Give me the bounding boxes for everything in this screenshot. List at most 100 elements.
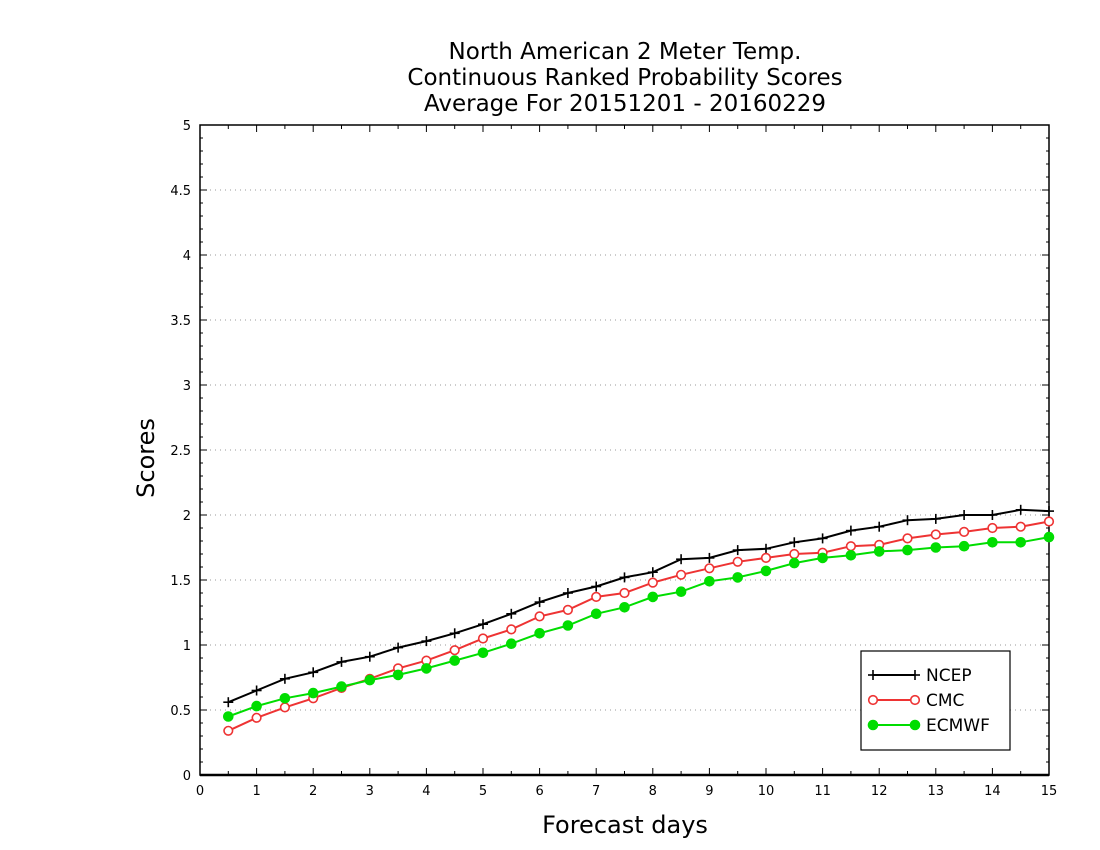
- x-tick-label: 12: [871, 784, 888, 799]
- y-tick-label: 3: [183, 379, 191, 394]
- legend-marker: [867, 719, 879, 731]
- data-point-ncep: [393, 642, 404, 653]
- data-point-ncep: [817, 533, 828, 544]
- data-point-ncep: [959, 510, 970, 520]
- legend-item-ecmwf: ECMWF: [867, 716, 990, 736]
- data-point-ecmwf: [619, 602, 630, 613]
- data-point-ncep: [1015, 504, 1026, 515]
- data-point-ncep: [619, 572, 630, 583]
- chart-title-line: North American 2 Meter Temp.: [449, 39, 802, 65]
- data-point-cmc: [704, 563, 715, 574]
- data-point-ncep: [874, 521, 885, 532]
- x-tick-label: 15: [1041, 784, 1058, 799]
- data-point-cmc: [675, 569, 687, 580]
- data-point-ncep: [364, 651, 375, 662]
- x-tick-label: 2: [309, 784, 317, 799]
- data-point-ecmwf: [732, 572, 744, 583]
- x-tick-label: 8: [649, 784, 657, 799]
- series-ecmwf: [223, 531, 1055, 722]
- x-axis-label: Forecast days: [542, 811, 708, 839]
- legend-label: ECMWF: [926, 716, 990, 736]
- data-point-ncep: [591, 581, 602, 592]
- data-point-cmc: [930, 529, 941, 540]
- series: [223, 504, 1055, 736]
- y-tick-label: 2.5: [170, 444, 191, 459]
- data-point-cmc: [1015, 521, 1026, 532]
- legend-marker: [868, 670, 878, 680]
- x-tick-label: 11: [814, 784, 831, 799]
- y-tick-label: 3.5: [170, 314, 191, 329]
- data-point-cmc: [534, 611, 545, 622]
- data-point-ncep: [562, 588, 573, 598]
- data-point-ecmwf: [279, 693, 291, 704]
- data-point-ncep: [647, 567, 658, 578]
- y-tick-label: 4: [183, 249, 191, 264]
- data-point-ncep: [676, 554, 687, 565]
- data-point-ecmwf: [477, 647, 489, 659]
- data-point-cmc: [760, 552, 772, 564]
- data-point-ncep: [845, 525, 856, 536]
- data-point-ecmwf: [1015, 537, 1027, 548]
- chart-title: North American 2 Meter Temp.Continuous R…: [407, 39, 842, 117]
- data-point-cmc: [279, 702, 291, 713]
- data-point-ncep: [506, 608, 517, 619]
- x-tick-label: 10: [758, 784, 775, 799]
- x-tick-label: 5: [479, 784, 487, 799]
- data-point-ncep: [478, 619, 488, 630]
- y-tick-label: 2: [183, 509, 191, 524]
- data-point-ncep: [449, 628, 460, 639]
- data-point-cmc: [1043, 516, 1055, 527]
- data-point-cmc: [223, 725, 234, 736]
- data-point-ecmwf: [223, 711, 234, 722]
- y-axis-ticks: 0 0.5 1 1.5 2 2.5 3 3.5 4 4.5 5: [170, 119, 1049, 784]
- chart-title-line: Continuous Ranked Probability Scores: [407, 65, 842, 91]
- data-point-ncep: [987, 510, 998, 520]
- legend-marker: [909, 694, 921, 706]
- y-tick-label: 0.5: [170, 704, 191, 719]
- x-tick-label: 13: [928, 784, 945, 799]
- data-point-cmc: [449, 645, 460, 656]
- data-point-cmc: [902, 533, 913, 544]
- data-point-ecmwf: [647, 591, 659, 603]
- data-point-ncep: [279, 673, 290, 684]
- data-point-ecmwf: [449, 655, 461, 666]
- data-point-ecmwf: [421, 663, 432, 674]
- y-tick-label: 1: [183, 639, 191, 654]
- data-point-ncep: [421, 636, 432, 647]
- data-point-ecmwf: [307, 687, 319, 699]
- data-point-cmc: [562, 604, 574, 616]
- data-point-ncep: [761, 543, 771, 554]
- data-point-cmc: [789, 548, 800, 560]
- data-point-ecmwf: [675, 586, 687, 598]
- data-point-cmc: [251, 712, 262, 723]
- series-ncep: [223, 504, 1054, 708]
- x-tick-label: 9: [705, 784, 713, 799]
- data-point-ecmwf: [930, 542, 942, 553]
- grid: [200, 189, 1049, 711]
- data-point-ncep: [308, 667, 319, 678]
- x-tick-label: 0: [196, 784, 204, 799]
- x-axis-ticks: 0 1 2 3 4 5 6 7 8 9 10 11 12 13 14 15: [196, 125, 1057, 799]
- data-point-ecmwf: [506, 638, 517, 650]
- data-point-ecmwf: [902, 544, 913, 556]
- y-tick-label: 1.5: [170, 574, 191, 589]
- x-tick-label: 14: [984, 784, 1001, 799]
- data-point-ecmwf: [336, 681, 347, 692]
- data-point-ncep: [336, 656, 347, 667]
- legend-item-ncep: NCEP: [868, 666, 972, 686]
- data-point-ncep: [732, 545, 743, 556]
- chart-title-line: Average For 20151201 - 20160229: [424, 91, 826, 117]
- x-tick-label: 6: [535, 784, 543, 799]
- legend-label: CMC: [926, 691, 964, 711]
- data-point-ncep: [1044, 506, 1054, 517]
- data-point-cmc: [958, 526, 970, 538]
- data-point-cmc: [732, 556, 743, 567]
- data-point-ncep: [930, 513, 941, 524]
- data-point-ncep: [902, 515, 913, 526]
- data-point-ecmwf: [562, 620, 574, 631]
- data-point-ncep: [251, 685, 262, 696]
- legend-label: NCEP: [926, 666, 972, 686]
- data-point-ecmwf: [392, 669, 404, 681]
- data-point-ncep: [223, 697, 234, 708]
